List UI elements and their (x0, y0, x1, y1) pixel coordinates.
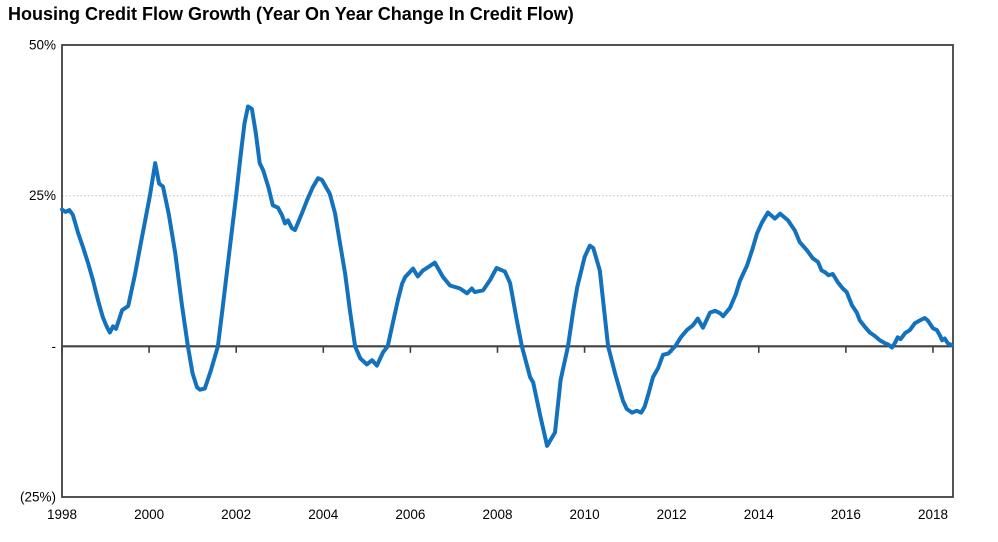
x-axis-label: 1998 (47, 507, 77, 522)
y-axis-label: (25%) (20, 490, 56, 505)
x-axis-label: 2014 (744, 507, 775, 522)
x-axis-label: 2002 (221, 507, 251, 522)
y-axis-label: - (52, 339, 57, 354)
x-axis-label: 2006 (395, 507, 425, 522)
x-axis-label: 2012 (657, 507, 687, 522)
x-axis-label: 2008 (482, 507, 512, 522)
x-axis-label: 2010 (570, 507, 600, 522)
y-axis-label: 25% (29, 188, 56, 203)
plot-frame (61, 44, 954, 498)
credit-flow-line-series (60, 104, 954, 448)
x-axis-label: 2004 (308, 507, 339, 522)
x-axis-label: 2016 (831, 507, 861, 522)
x-axis-label: 2018 (918, 507, 948, 522)
y-axis-label: 50% (29, 38, 56, 53)
x-axis-label: 2000 (134, 507, 164, 522)
chart-title: Housing Credit Flow Growth (Year On Year… (8, 4, 574, 24)
